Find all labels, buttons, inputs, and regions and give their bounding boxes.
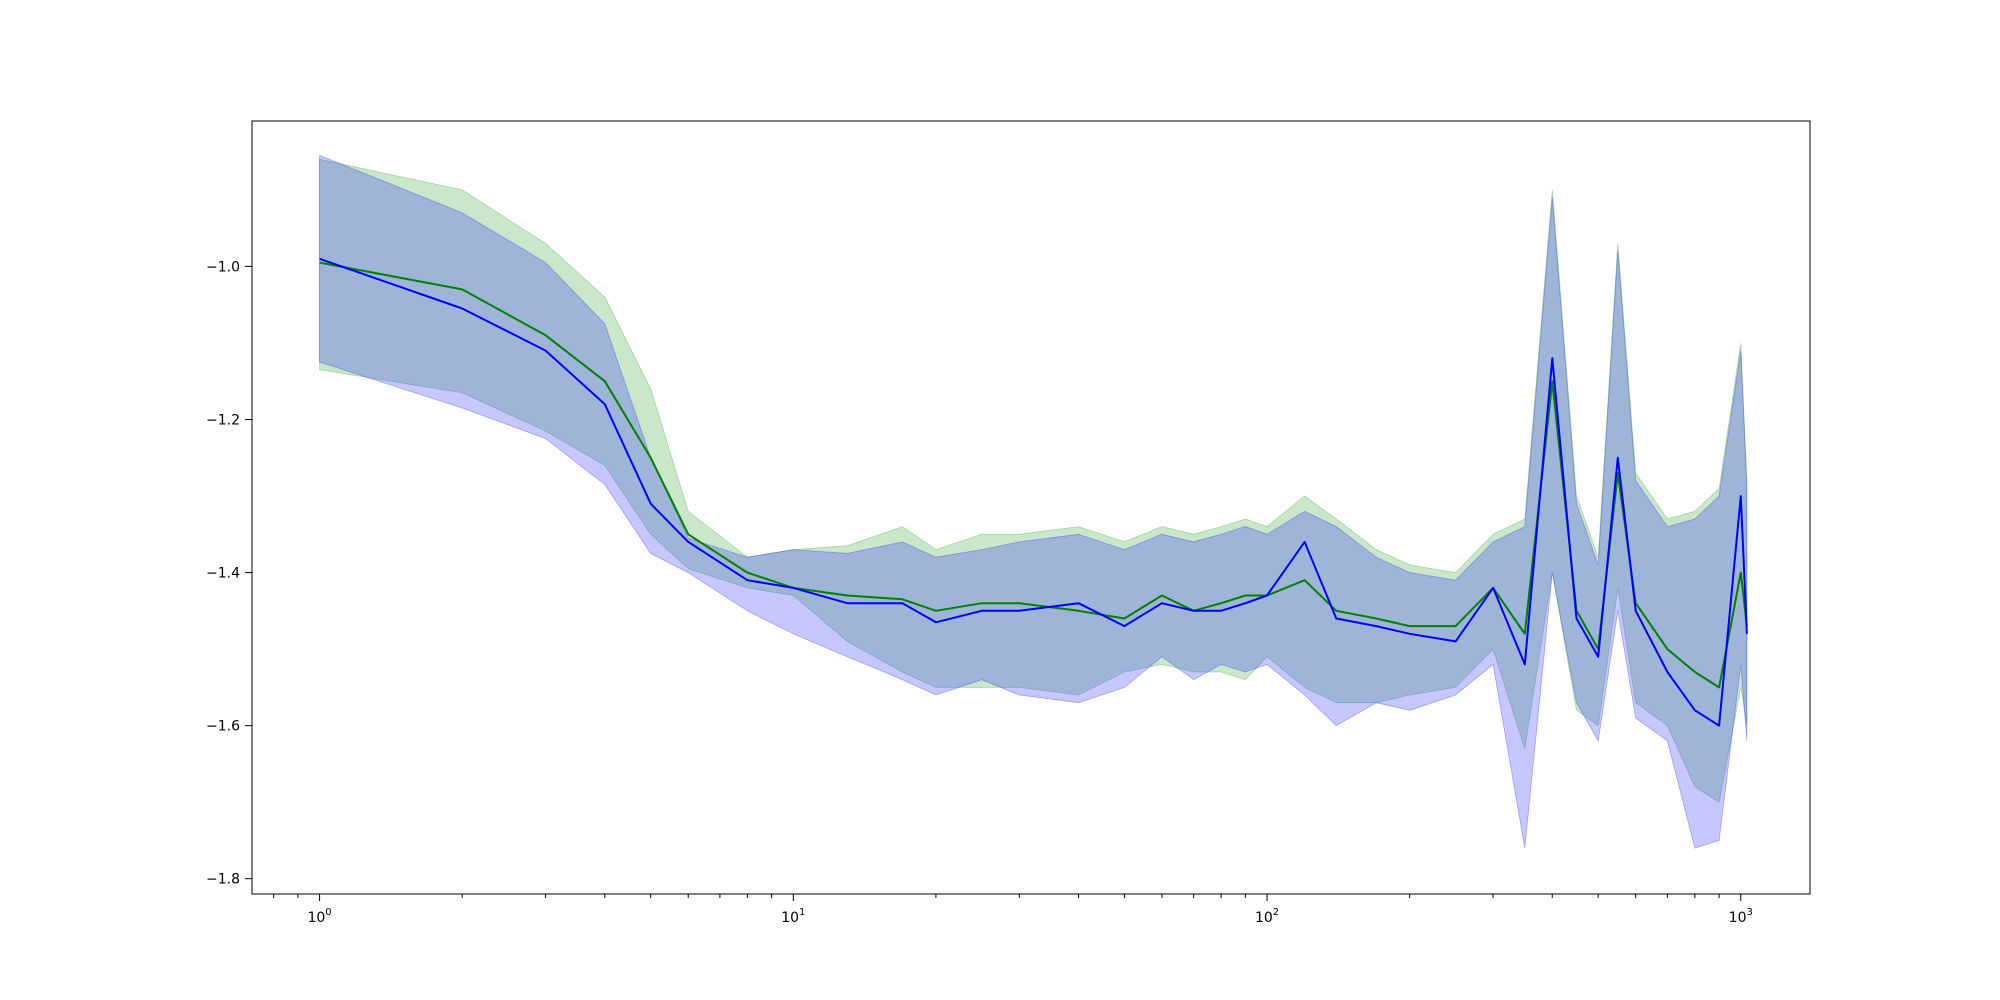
y-axis: −1.0 −1.2 −1.4 −1.6 −1.8 (206, 259, 252, 888)
plot-frame (251, 120, 1811, 895)
x-axis: 100 101 102 103 (273, 894, 1753, 926)
x-tick-label: 101 (781, 907, 805, 926)
y-tick-label: −1.8 (206, 872, 240, 888)
series-1-line (319, 261, 1748, 689)
series-2-line (319, 257, 1748, 727)
y-tick-label: −1.0 (206, 259, 240, 275)
series-1-band (319, 158, 1748, 803)
x-tick-label: 103 (1729, 907, 1753, 926)
x-tick-label: 100 (307, 907, 331, 926)
y-tick-label: −1.4 (206, 566, 240, 582)
y-tick-label: −1.6 (206, 719, 240, 735)
x-tick-label: 102 (1255, 907, 1279, 926)
confidence-bands (319, 154, 1748, 849)
series-2-band (319, 154, 1748, 849)
series-lines (319, 257, 1748, 727)
y-tick-label: −1.2 (206, 412, 240, 428)
